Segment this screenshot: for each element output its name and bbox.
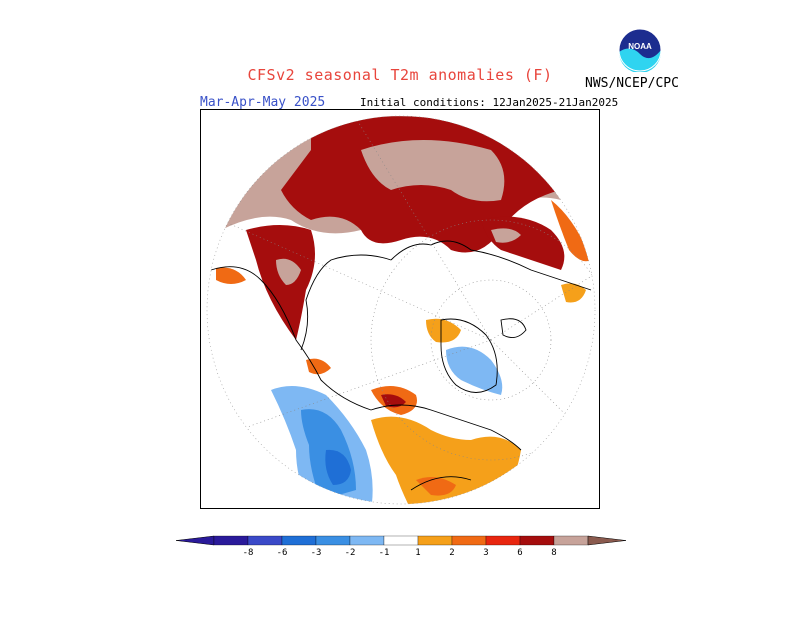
colorbar-swatch-neg3 xyxy=(281,535,317,546)
colorbar-swatch-zero xyxy=(383,535,419,546)
coastlines xyxy=(210,240,592,491)
anomaly-pos6-west xyxy=(246,225,315,340)
colorbar-tick-label: -3 xyxy=(311,548,322,558)
agency-label: NWS/NCEP/CPC xyxy=(585,76,679,91)
colorbar-arrow-right xyxy=(587,535,627,546)
anomaly-pos2-far-east xyxy=(551,200,591,262)
anomaly-neg3-southwest xyxy=(325,449,351,485)
anomaly-neg1-east xyxy=(446,346,503,395)
anomaly-pos1-north-center xyxy=(426,318,461,343)
anomaly-pos8-patch xyxy=(361,140,505,202)
colorbar-arrow-left xyxy=(175,535,215,546)
colorbar-swatch-neg1 xyxy=(349,535,385,546)
colorbar-swatch-pos1 xyxy=(417,535,453,546)
anomaly-field xyxy=(207,116,595,504)
colorbar-tick-label: 3 xyxy=(483,548,488,558)
noaa-logo: NOAA xyxy=(618,28,662,73)
colorbar-swatch-pos6 xyxy=(519,535,555,546)
colorbar-swatch-pos3 xyxy=(485,535,521,546)
season-label: Mar-Apr-May 2025 xyxy=(200,95,326,110)
anomaly-pos8-west xyxy=(276,258,301,285)
colorbar-tick-label: 8 xyxy=(551,548,556,558)
colorbar-swatch-neg6 xyxy=(247,535,283,546)
anomaly-pos8-east xyxy=(491,228,521,243)
anomaly-pos1-far-east xyxy=(561,283,586,303)
colorbar-tick-label: 1 xyxy=(415,548,420,558)
colorbar-swatch-neg2 xyxy=(315,535,351,546)
map-title: CFSv2 seasonal T2m anomalies (F) xyxy=(247,66,553,84)
globe-outline xyxy=(206,115,596,505)
color-bar: -8 -6 -3 -2 -1 1 2 3 6 8 xyxy=(175,532,627,566)
colorbar-tick-label: -6 xyxy=(277,548,288,558)
colorbar-swatch-neg8 xyxy=(213,535,249,546)
colorbar-tick-label: 2 xyxy=(449,548,454,558)
anomaly-pos2-west-patch xyxy=(216,267,246,284)
colorbar-tick-label: -1 xyxy=(379,548,390,558)
anomaly-pos6-center xyxy=(381,394,406,408)
colorbar-tick-label: -2 xyxy=(345,548,356,558)
colorbar-swatch-pos8 xyxy=(553,535,589,546)
map-panel xyxy=(200,109,600,509)
initial-conditions-label: Initial conditions: 12Jan2025-21Jan2025 xyxy=(360,96,619,109)
colorbar-tick-label: 6 xyxy=(517,548,522,558)
colorbar-swatch-pos2 xyxy=(451,535,487,546)
anomaly-pos2-mid-west xyxy=(306,358,331,375)
graticule xyxy=(210,116,595,461)
colorbar-tick-label: -8 xyxy=(243,548,254,558)
logo-text: NOAA xyxy=(628,42,652,51)
